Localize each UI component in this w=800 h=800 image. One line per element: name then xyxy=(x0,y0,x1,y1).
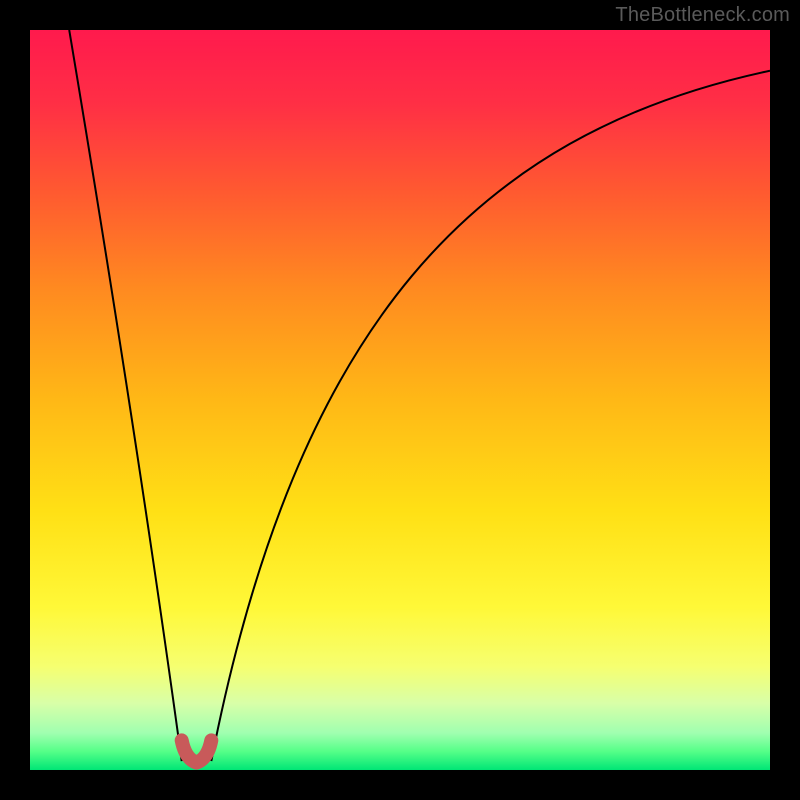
bottleneck-chart xyxy=(0,0,800,800)
gradient-background xyxy=(30,30,770,770)
watermark-text: TheBottleneck.com xyxy=(615,4,790,27)
chart-stage: TheBottleneck.com xyxy=(0,0,800,800)
